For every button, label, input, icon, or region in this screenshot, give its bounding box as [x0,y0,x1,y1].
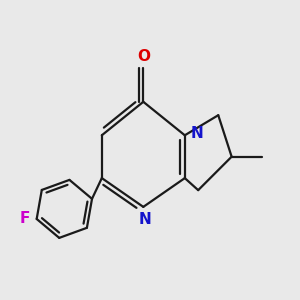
Text: O: O [137,49,150,64]
Text: F: F [20,212,30,226]
Text: N: N [190,126,203,141]
Text: N: N [139,212,152,226]
